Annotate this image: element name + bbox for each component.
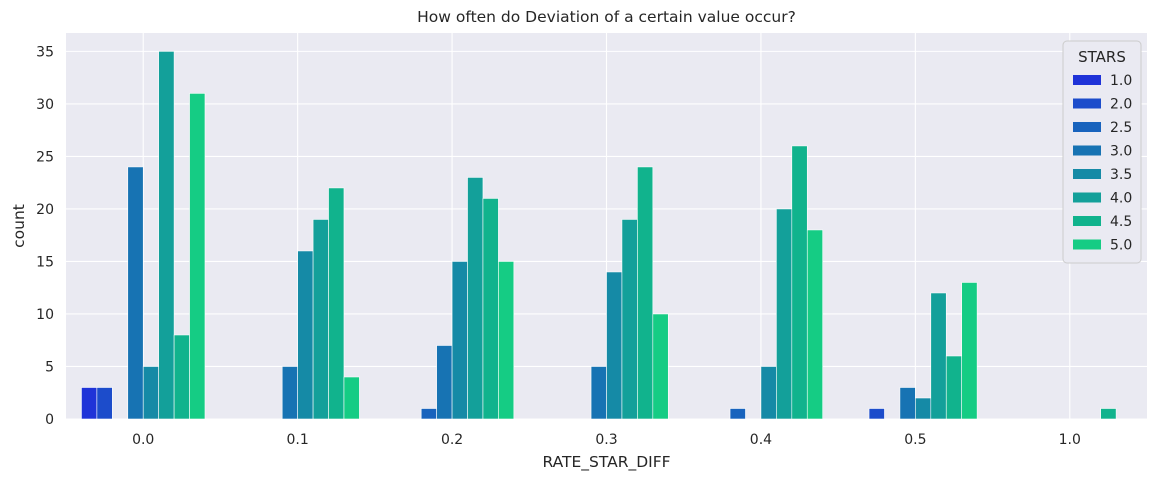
legend-swatch xyxy=(1073,145,1101,156)
legend-label: 4.5 xyxy=(1110,214,1132,230)
bar xyxy=(451,261,468,420)
y-tick-label: 35 xyxy=(36,44,54,60)
bar xyxy=(189,93,206,420)
y-axis-label: count xyxy=(10,204,28,248)
bar xyxy=(930,292,947,420)
bar xyxy=(312,219,329,420)
legend-label: 3.5 xyxy=(1110,167,1132,183)
legend-swatch xyxy=(1073,216,1101,226)
legend-label: 1.0 xyxy=(1110,73,1132,89)
legend-frame xyxy=(1062,40,1142,264)
bar xyxy=(328,187,345,420)
legend-label: 5.0 xyxy=(1110,238,1132,254)
y-tick-label: 30 xyxy=(36,97,54,113)
legend-swatch xyxy=(1073,192,1101,203)
x-tick-label: 0.4 xyxy=(750,432,772,448)
x-tick-label: 0.0 xyxy=(132,432,154,448)
y-tick-label: 25 xyxy=(36,149,54,165)
y-tick-label: 5 xyxy=(45,359,54,375)
bar xyxy=(776,208,793,420)
bar xyxy=(81,387,98,420)
legend: STARS 1.0 2.0 2.5 3.0 3.5 4.0 4.5 5.0 xyxy=(1062,40,1142,264)
bar xyxy=(467,177,484,420)
y-tick-label: 20 xyxy=(36,202,54,218)
legend-swatch xyxy=(1073,98,1101,109)
bar xyxy=(652,313,669,420)
bar xyxy=(606,271,623,420)
legend-label: 2.5 xyxy=(1110,120,1132,136)
bars xyxy=(81,51,1117,420)
bar xyxy=(791,145,808,420)
legend-swatch xyxy=(1073,75,1101,85)
legend-title: STARS xyxy=(1078,48,1126,66)
x-axis-label: RATE_STAR_DIFF xyxy=(542,453,670,472)
x-tick-label: 0.2 xyxy=(441,432,463,448)
bar xyxy=(173,334,190,420)
bar xyxy=(868,408,885,420)
y-tick-label: 0 xyxy=(45,412,54,428)
y-tick-labels: 0 5 10 15 20 25 30 35 xyxy=(36,44,54,428)
legend-swatch xyxy=(1073,239,1101,250)
bar xyxy=(158,51,175,420)
bar xyxy=(590,366,607,420)
bar xyxy=(127,166,144,420)
bar xyxy=(482,198,499,420)
legend-swatch xyxy=(1073,169,1101,179)
bar xyxy=(945,355,962,420)
bar xyxy=(915,397,932,420)
y-tick-label: 10 xyxy=(36,307,54,323)
bar xyxy=(961,282,978,420)
legend-label: 3.0 xyxy=(1110,144,1132,160)
x-tick-label: 1.0 xyxy=(1059,432,1081,448)
bar xyxy=(96,387,113,420)
chart-title: How often do Deviation of a certain valu… xyxy=(417,8,796,26)
bar xyxy=(806,229,823,420)
legend-items: 1.0 2.0 2.5 3.0 3.5 4.0 4.5 5.0 xyxy=(1073,73,1132,254)
legend-label: 4.0 xyxy=(1110,191,1132,207)
bar xyxy=(498,261,515,420)
y-tick-label: 15 xyxy=(36,254,54,270)
x-tick-label: 0.3 xyxy=(595,432,617,448)
bar xyxy=(281,366,298,420)
bar xyxy=(297,250,314,420)
bar xyxy=(621,219,638,420)
bar xyxy=(343,376,360,420)
legend-swatch xyxy=(1073,122,1101,132)
bar xyxy=(420,408,437,420)
x-tick-label: 0.1 xyxy=(287,432,309,448)
bar xyxy=(899,387,916,420)
bar xyxy=(729,408,746,420)
bar xyxy=(760,366,777,420)
bar xyxy=(1100,408,1117,420)
x-tick-labels: 0.0 0.1 0.2 0.3 0.4 0.5 1.0 xyxy=(132,432,1081,448)
bar xyxy=(637,166,654,420)
x-tick-label: 0.5 xyxy=(904,432,926,448)
bar xyxy=(436,345,453,420)
legend-label: 2.0 xyxy=(1110,97,1132,113)
bar xyxy=(142,366,159,420)
